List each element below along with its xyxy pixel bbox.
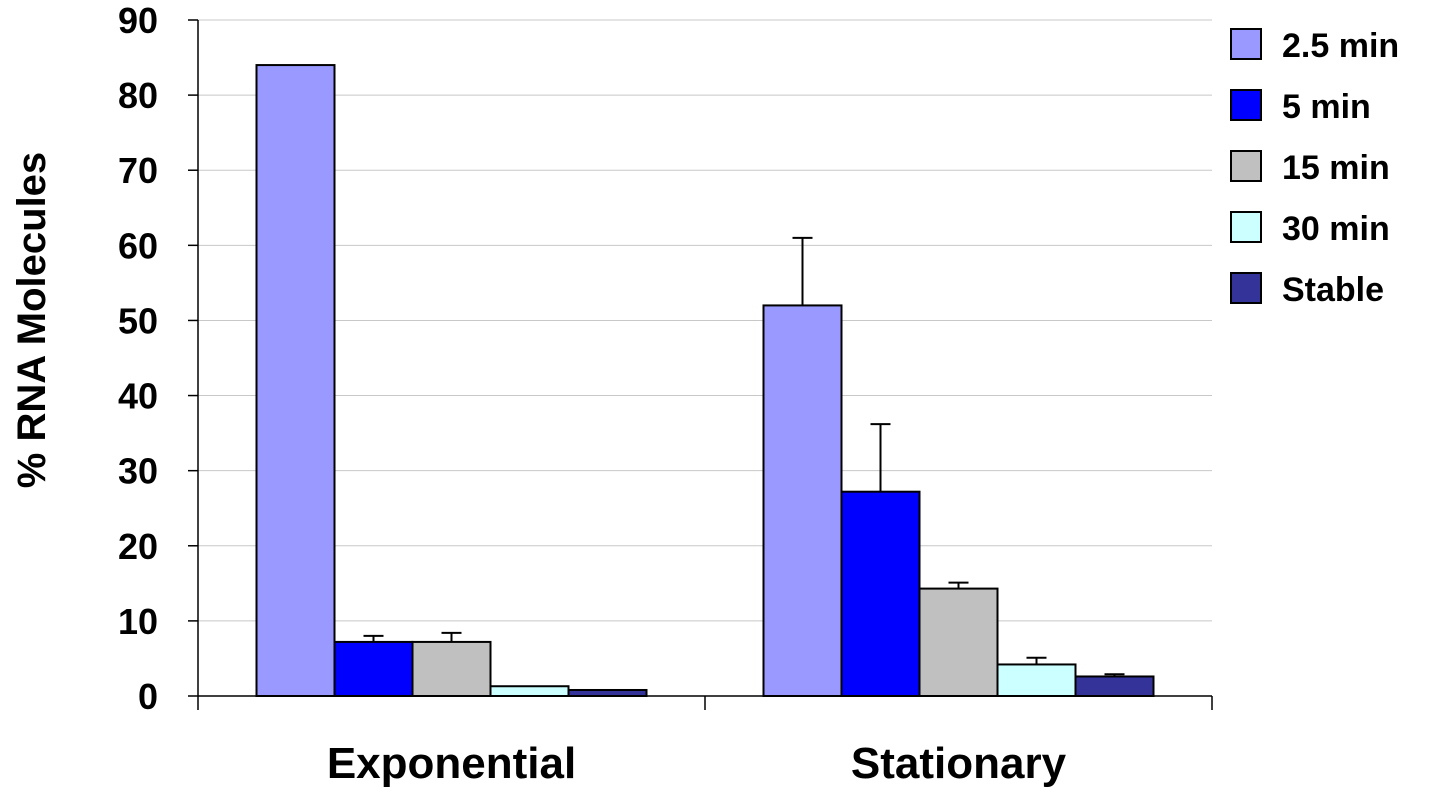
grid-lines [198,19,1212,622]
labels: 0 10 20 30 40 50 60 70 80 90 Exponential Stationary [118,0,1067,788]
y-tick-label: 10 [118,601,158,642]
bar-2-5-min-exponential [255,64,336,698]
legend-label: 30 min [1282,210,1390,248]
y-tick-label: 40 [118,376,158,417]
y-tick-label: 60 [118,225,158,266]
bar-5-min-stationary [840,490,921,697]
legend-label: Stable [1282,271,1384,309]
legend: 2.5 min 5 min 15 min 30 min Stable [1230,27,1399,309]
y-tick-label: 70 [118,150,158,191]
bar-15-min-stationary [918,587,999,698]
y-axis-title: % RNA Molecules [10,152,54,488]
bar-stable-stationary [1074,675,1155,698]
legend-swatch [1230,28,1262,60]
legend-label: 15 min [1282,149,1390,187]
legend-swatch [1230,272,1262,304]
legend-swatch [1230,89,1262,121]
axes [188,19,1213,710]
y-tick-label: 80 [118,75,158,116]
y-tick-label: 50 [118,300,158,341]
y-tick-label: 90 [118,0,158,41]
bar-30-min-stationary [996,663,1077,697]
legend-label: 5 min [1282,88,1371,126]
bar-2-5-min-stationary [762,304,843,697]
bar-stable-exponential [567,688,648,697]
y-tick-label: 30 [118,451,158,492]
bar-5-min-exponential [333,640,414,697]
x-category-label: Stationary [851,739,1067,788]
y-tick-label: 20 [118,526,158,567]
legend-swatch [1230,211,1262,243]
legend-label: 2.5 min [1282,27,1399,65]
legend-swatch [1230,150,1262,182]
bars [255,64,1155,698]
bar-30-min-exponential [489,685,570,697]
y-tick-label: 0 [138,676,158,717]
x-category-label: Exponential [327,739,576,788]
bar-15-min-exponential [411,640,492,697]
